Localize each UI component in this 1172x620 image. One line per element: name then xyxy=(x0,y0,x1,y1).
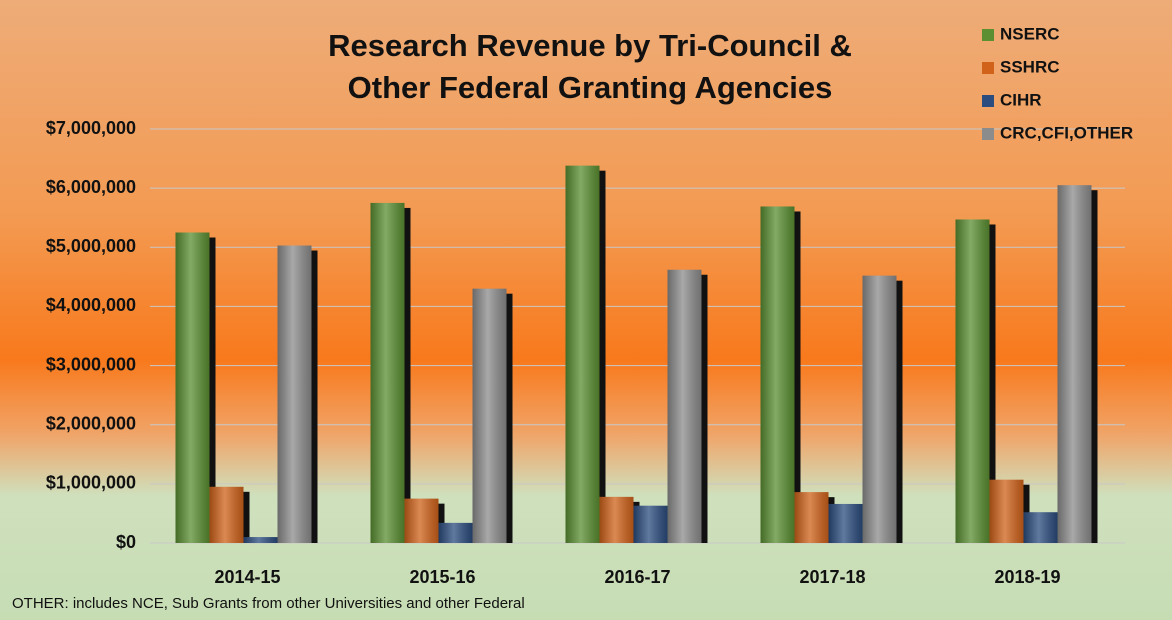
bar-shine xyxy=(243,537,278,543)
bar-shine xyxy=(404,498,439,543)
x-tick-label: 2014-15 xyxy=(214,567,280,587)
bar-shine xyxy=(472,288,507,543)
bar-shine xyxy=(209,486,244,543)
y-tick-label: $0 xyxy=(116,532,136,552)
bar-shadow xyxy=(207,237,216,543)
x-tick-label: 2015-16 xyxy=(409,567,475,587)
bar-shadow xyxy=(699,274,708,543)
bar-shadow xyxy=(309,250,318,544)
legend-swatch xyxy=(982,95,994,107)
bar-shine xyxy=(370,202,405,543)
bar-shadow xyxy=(792,211,801,543)
y-tick-label: $7,000,000 xyxy=(46,118,136,138)
legend-label: CRC,CFI,OTHER xyxy=(1000,123,1133,142)
bar-shine xyxy=(175,232,210,543)
bar-shine xyxy=(828,503,863,543)
y-tick-label: $4,000,000 xyxy=(46,295,136,315)
legend-swatch xyxy=(982,62,994,74)
bar-shine xyxy=(277,245,312,544)
chart-title: Research Revenue by Tri-Council & xyxy=(328,28,852,63)
legend-label: NSERC xyxy=(1000,24,1060,43)
y-tick-label: $1,000,000 xyxy=(46,473,136,493)
bar-shadow xyxy=(402,207,411,543)
bar-shadow xyxy=(894,280,903,543)
y-tick-label: $5,000,000 xyxy=(46,236,136,256)
bar-shine xyxy=(989,479,1024,543)
x-tick-label: 2017-18 xyxy=(799,567,865,587)
bar-shine xyxy=(1057,185,1092,543)
legend-label: SSHRC xyxy=(1000,57,1060,76)
bar-shine xyxy=(667,269,702,543)
bar-shine xyxy=(760,206,795,543)
legend-swatch xyxy=(982,29,994,41)
bar-shine xyxy=(955,219,990,543)
footnote: OTHER: includes NCE, Sub Grants from oth… xyxy=(12,595,525,612)
x-tick-label: 2018-19 xyxy=(994,567,1060,587)
x-tick-label: 2016-17 xyxy=(604,567,670,587)
bar-shine xyxy=(794,492,829,543)
bar-shadow xyxy=(987,224,996,543)
legend-label: CIHR xyxy=(1000,90,1042,109)
bar-shadow xyxy=(597,170,606,543)
bar-shine xyxy=(862,275,897,543)
legend-swatch xyxy=(982,128,994,140)
chart-title: Other Federal Granting Agencies xyxy=(348,70,833,105)
bar-shine xyxy=(1023,512,1058,543)
bar-shine xyxy=(438,522,473,543)
bar-shadow xyxy=(504,293,513,543)
bar-shine xyxy=(633,505,668,543)
bar-shine xyxy=(599,496,634,543)
y-tick-label: $3,000,000 xyxy=(46,354,136,374)
bar-shine xyxy=(565,165,600,543)
y-tick-label: $6,000,000 xyxy=(46,177,136,197)
y-tick-label: $2,000,000 xyxy=(46,413,136,433)
bar-shadow xyxy=(241,491,250,543)
bar-shadow xyxy=(1089,190,1098,543)
